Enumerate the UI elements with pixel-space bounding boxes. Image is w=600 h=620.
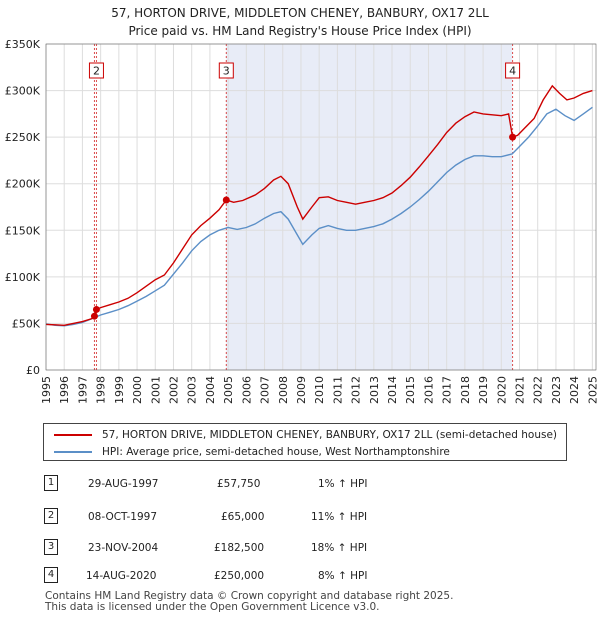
- legend-label-property: 57, HORTON DRIVE, MIDDLETON CHENEY, BANB…: [102, 429, 558, 441]
- transaction-number: 2: [44, 508, 58, 524]
- sale-point: [222, 196, 230, 204]
- y-tick-label: £250K: [5, 131, 41, 144]
- legend-label-hpi: HPI: Average price, semi-detached house,…: [102, 446, 450, 458]
- y-tick-label: £150K: [5, 224, 41, 237]
- legend-swatch-property: [54, 434, 92, 436]
- x-tick-label: 2000: [131, 376, 144, 404]
- x-tick-label: 2001: [149, 376, 162, 404]
- legend-swatch-hpi: [54, 451, 92, 453]
- x-tick-label: 2005: [222, 376, 235, 404]
- plot-frame: [45, 43, 597, 371]
- sale-point: [92, 305, 100, 313]
- transaction-date: 08-OCT-1997: [88, 511, 157, 523]
- transaction-hpi: 8% ↑ HPI: [318, 570, 368, 582]
- sale-number-label: 3: [223, 65, 230, 78]
- transaction-price: £182,500: [214, 542, 265, 554]
- y-tick-label: £350K: [5, 38, 41, 51]
- transaction-price: £57,750: [217, 478, 261, 490]
- x-tick-label: 2008: [277, 376, 290, 404]
- transaction-hpi: 1% ↑ HPI: [318, 478, 368, 490]
- x-tick-label: 2024: [568, 376, 581, 404]
- x-tick-label: 2011: [331, 376, 344, 404]
- transaction-hpi: 18% ↑ HPI: [311, 542, 368, 554]
- x-tick-label: 2015: [404, 376, 417, 404]
- x-tick-label: 1999: [113, 376, 126, 404]
- x-tick-label: 2022: [532, 376, 545, 404]
- sale-number-box: [505, 62, 521, 79]
- x-tick-label: 2014: [386, 376, 399, 404]
- y-tick-label: £300K: [5, 85, 41, 98]
- transaction-date: 23-NOV-2004: [88, 542, 159, 554]
- x-tick-label: 2016: [422, 376, 435, 404]
- legend-item-property: 57, HORTON DRIVE, MIDDLETON CHENEY, BANB…: [54, 427, 557, 443]
- x-tick-label: 2003: [186, 376, 199, 404]
- x-tick-label: 1996: [58, 376, 71, 404]
- transaction-price: £250,000: [214, 570, 265, 582]
- transaction-number: 3: [44, 539, 58, 555]
- x-tick-label: 2019: [477, 376, 490, 404]
- x-tick-label: 2010: [313, 376, 326, 404]
- footer-licence: This data is licensed under the Open Gov…: [45, 601, 380, 613]
- x-tick-label: 2012: [350, 376, 363, 404]
- transaction-price: £65,000: [221, 511, 265, 523]
- y-tick-label: £0: [26, 364, 40, 377]
- legend-item-hpi: HPI: Average price, semi-detached house,…: [54, 444, 450, 460]
- x-tick-label: 1997: [76, 376, 89, 404]
- x-tick-label: 2018: [459, 376, 472, 404]
- transaction-number: 4: [44, 567, 58, 583]
- x-tick-label: 2023: [550, 376, 563, 404]
- x-tick-label: 2002: [167, 376, 180, 404]
- y-tick-label: £50K: [12, 317, 41, 330]
- footer-copyright: Contains HM Land Registry data © Crown c…: [45, 590, 454, 602]
- hpi-line: [45, 106, 593, 327]
- price-paid-line: [45, 84, 593, 327]
- sale-point: [509, 133, 517, 141]
- y-tick-label: £100K: [5, 271, 41, 284]
- x-tick-label: 2025: [586, 376, 599, 404]
- transaction-date: 14-AUG-2020: [86, 570, 157, 582]
- shaded-period: [226, 44, 513, 370]
- x-tick-label: 2004: [204, 376, 217, 404]
- chart-legend: 57, HORTON DRIVE, MIDDLETON CHENEY, BANB…: [43, 423, 567, 461]
- sale-number-label: 4: [509, 65, 516, 78]
- chart-title: 57, HORTON DRIVE, MIDDLETON CHENEY, BANB…: [111, 6, 489, 20]
- x-tick-label: 1995: [40, 376, 53, 404]
- x-tick-label: 2006: [240, 376, 253, 404]
- transaction-date: 29-AUG-1997: [88, 478, 159, 490]
- x-tick-label: 1998: [95, 376, 108, 404]
- transaction-hpi: 11% ↑ HPI: [311, 511, 368, 523]
- chart-subtitle: Price paid vs. HM Land Registry's House …: [128, 24, 471, 38]
- x-tick-label: 2020: [495, 376, 508, 404]
- sale-number-label: 2: [93, 65, 100, 78]
- x-tick-label: 2009: [295, 376, 308, 404]
- sale-number-box: [218, 62, 234, 79]
- sale-number-box: [88, 62, 104, 79]
- sale-point: [90, 312, 98, 320]
- y-tick-label: £200K: [5, 178, 41, 191]
- x-tick-label: 2021: [514, 376, 527, 404]
- transaction-number: 1: [44, 475, 58, 491]
- price-chart: 57, HORTON DRIVE, MIDDLETON CHENEY, BANB…: [5, 6, 600, 404]
- x-tick-label: 2007: [259, 376, 272, 404]
- x-tick-label: 2017: [441, 376, 454, 404]
- x-tick-label: 2013: [368, 376, 381, 404]
